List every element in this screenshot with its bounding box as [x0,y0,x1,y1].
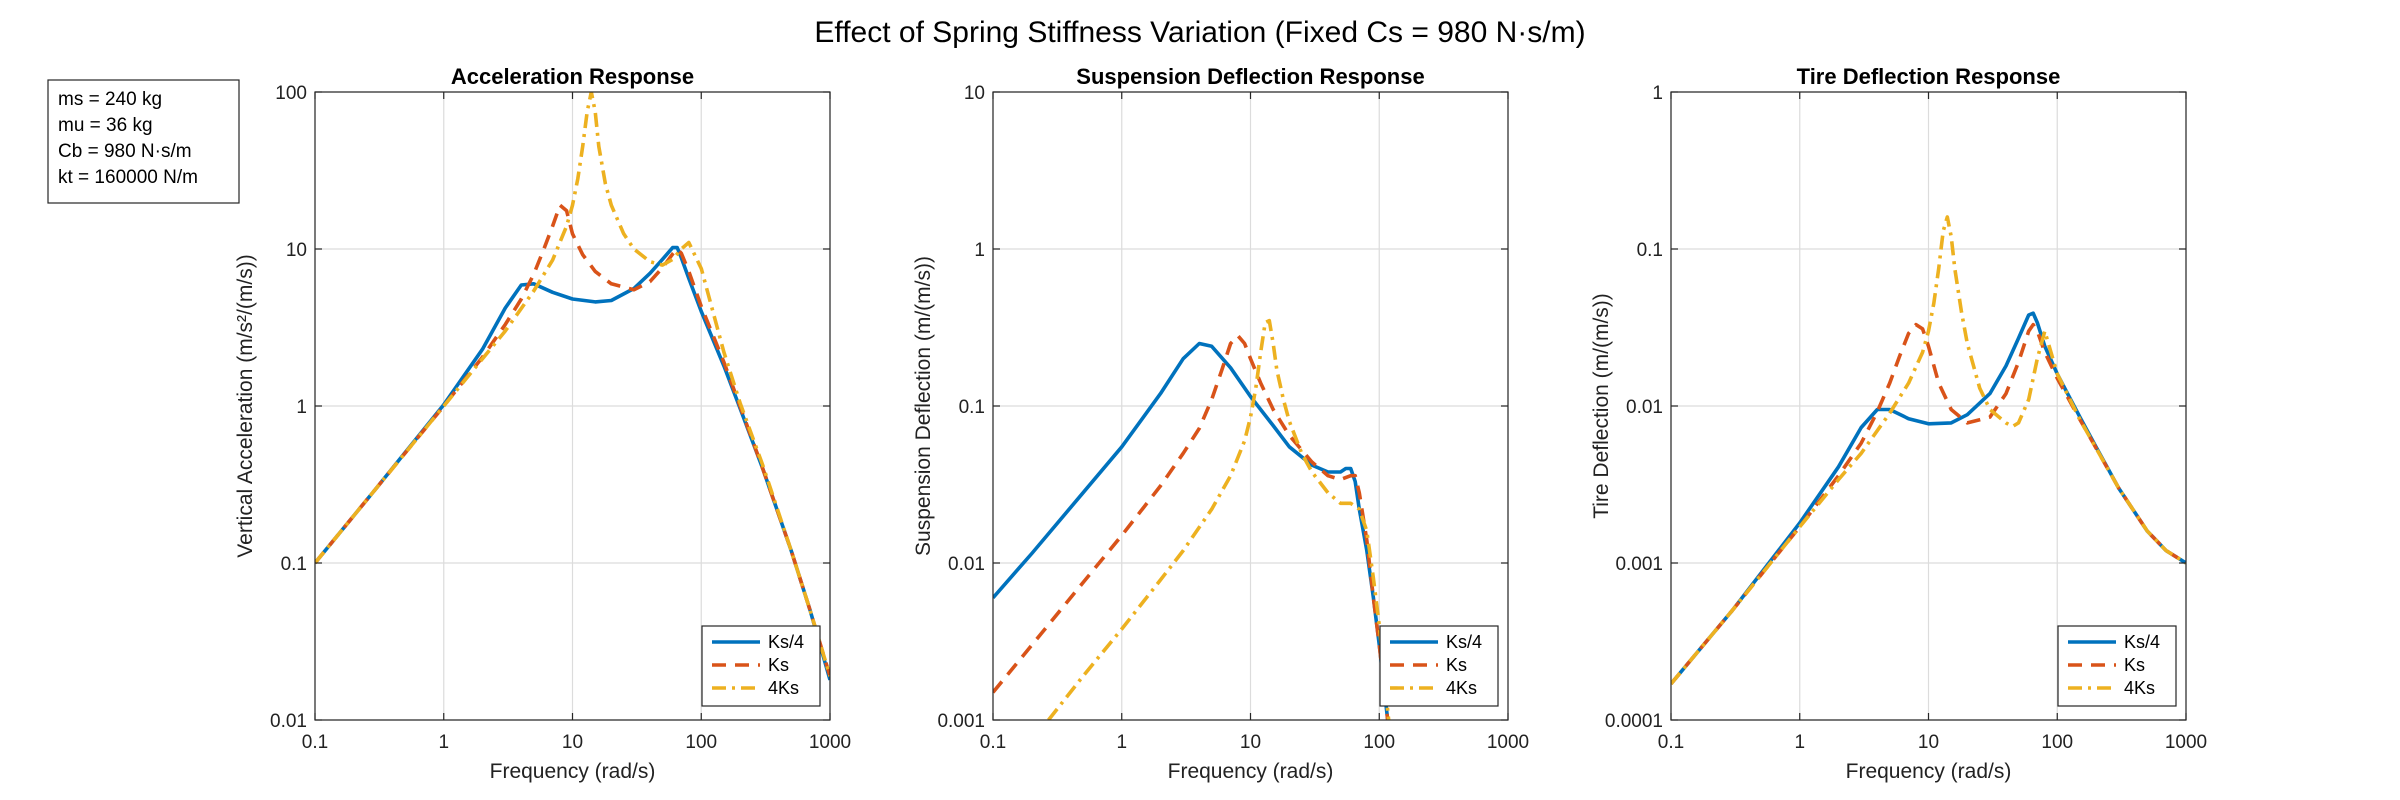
acceleration-xtick-label: 0.1 [302,732,328,753]
suspension-deflection-panel: 0.1 1 10 100 1000 0.001 0.01 0.1 1 10 Suspension D… [912,64,1529,783]
acceleration-xtick-label: 1000 [809,732,851,753]
tire-deflection-panel: 0.1 1 10 100 1000 0.0001 0.001 0.01 0.1 1 Tire Def… [1590,64,2207,783]
tire-deflection-ytick-label: 0.001 [1615,554,1663,575]
suspension-deflection-xlabel: Frequency (rad/s) [1168,760,1334,783]
tire-deflection-ytick-label: 1 [1652,83,1663,104]
suspension-deflection-ytick-label: 0.01 [948,554,985,575]
suspension-deflection-legend-label: 4Ks [1446,678,1477,698]
acceleration-xtick-label: 100 [685,732,717,753]
param-mu: mu = 36 kg [58,115,153,136]
acceleration-series-ks [315,203,830,677]
tire-deflection-legend-label: Ks/4 [2124,632,2160,652]
tire-deflection-xtick-label: 1000 [2165,732,2207,753]
suspension-deflection-xtick-label: 0.1 [980,732,1006,753]
acceleration-xtick-label: 1 [438,732,449,753]
tire-deflection-legend: Ks/4 Ks 4Ks [2057,625,2177,707]
acceleration-legend-label: 4Ks [768,678,799,698]
tire-deflection-series-4ks [1671,215,2186,685]
suspension-deflection-series-4ks [1047,318,1391,720]
acceleration-ytick-label: 0.01 [270,711,307,732]
suspension-deflection-ytick-label: 10 [964,83,985,104]
suspension-deflection-ytick-label: 0.001 [937,711,985,732]
acceleration-legend-label: Ks/4 [768,632,804,652]
suspension-deflection-xtick-label: 1 [1116,732,1127,753]
figure-title: Effect of Spring Stiffness Variation (Fi… [814,16,1585,49]
suspension-deflection-xtick-label: 1000 [1487,732,1529,753]
param-cb: Cb = 980 N·s/m [58,141,192,162]
tire-deflection-ytick-label: 0.01 [1626,397,1663,418]
acceleration-xlabel: Frequency (rad/s) [490,760,656,783]
suspension-deflection-xtick-label: 10 [1240,732,1261,753]
suspension-deflection-title: Suspension Deflection Response [1076,64,1424,89]
tire-deflection-xtick-label: 10 [1918,732,1939,753]
suspension-deflection-ylabel: Suspension Deflection (m/(m/s)) [912,256,935,556]
tire-deflection-xlabel: Frequency (rad/s) [1846,760,2012,783]
tire-deflection-ytick-label: 0.0001 [1605,711,1663,732]
acceleration-series-4ks [315,92,830,677]
tire-deflection-legend-label: Ks [2124,655,2145,675]
acceleration-ytick-label: 1 [296,397,307,418]
acceleration-title: Acceleration Response [451,64,694,89]
parameter-box: ms = 240 kg mu = 36 kg Cb = 980 N·s/m kt… [47,79,240,204]
suspension-deflection-ytick-label: 0.1 [959,397,985,418]
tire-deflection-ytick-label: 0.1 [1637,240,1663,261]
acceleration-legend: Ks/4 Ks 4Ks [701,625,821,707]
acceleration-ylabel: Vertical Acceleration (m/s²/(m/s)) [234,254,257,557]
acceleration-legend-label: Ks [768,655,789,675]
acceleration-ytick-label: 10 [286,240,307,261]
acceleration-ytick-label: 100 [275,83,307,104]
suspension-deflection-legend-label: Ks [1446,655,1467,675]
acceleration-xtick-label: 10 [562,732,583,753]
tire-deflection-ylabel: Tire Deflection (m/(m/s)) [1590,293,1613,519]
tire-deflection-xtick-label: 100 [2041,732,2073,753]
tire-deflection-title: Tire Deflection Response [1797,64,2061,89]
suspension-deflection-ytick-label: 1 [974,240,985,261]
param-kt: kt = 160000 N/m [58,167,198,188]
suspension-deflection-series-ks [993,334,1390,720]
suspension-deflection-xtick-label: 100 [1363,732,1395,753]
tire-deflection-legend-label: 4Ks [2124,678,2155,698]
tire-deflection-xtick-label: 1 [1794,732,1805,753]
suspension-deflection-legend-label: Ks/4 [1446,632,1482,652]
tire-deflection-xtick-label: 0.1 [1658,732,1684,753]
acceleration-ytick-label: 0.1 [281,554,307,575]
suspension-deflection-legend: Ks/4 Ks 4Ks [1379,625,1499,707]
param-ms: ms = 240 kg [58,89,162,110]
